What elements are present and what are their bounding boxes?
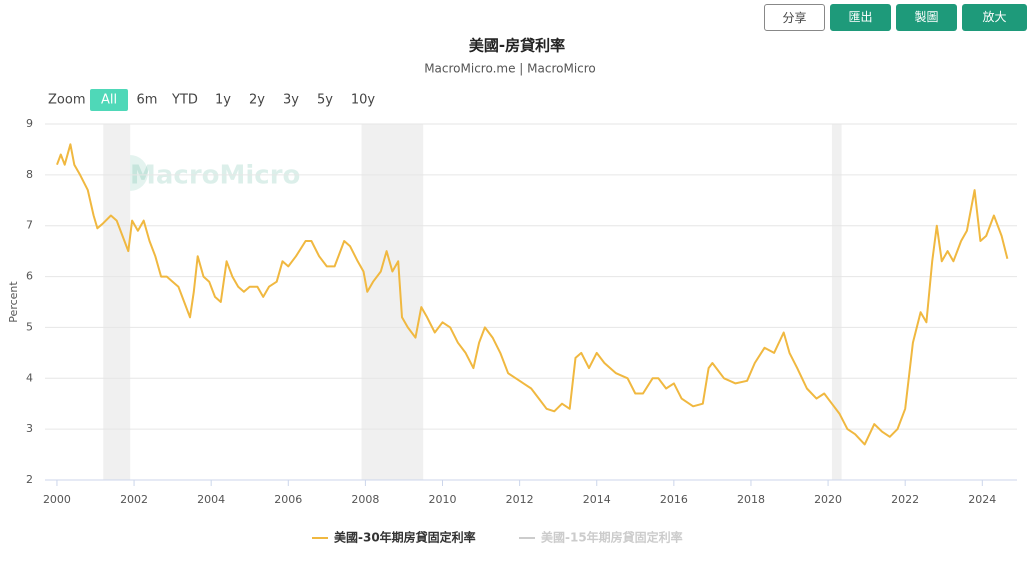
- zoom-option[interactable]: YTD: [171, 93, 198, 108]
- series-line: [56, 143, 1009, 446]
- x-tick-label: 2018: [737, 493, 765, 506]
- x-tick-label: 2006: [274, 493, 302, 506]
- share-button[interactable]: 分享: [764, 4, 825, 31]
- zoom-option[interactable]: 5y: [317, 93, 333, 108]
- export-button[interactable]: 匯出: [830, 4, 891, 31]
- y-tick-label: 4: [26, 371, 33, 384]
- zoom-active-bg: [90, 89, 128, 111]
- x-tick-label: 2022: [891, 493, 919, 506]
- zoom-button[interactable]: 放大: [962, 4, 1027, 31]
- x-tick-label: 2014: [583, 493, 611, 506]
- y-tick-label: 9: [26, 117, 33, 130]
- zoom-option[interactable]: 3y: [283, 93, 299, 108]
- x-tick-label: 2024: [968, 493, 996, 506]
- x-tick-label: 2008: [351, 493, 379, 506]
- y-tick-label: 6: [26, 270, 33, 283]
- y-axis-label: Percent: [7, 281, 20, 323]
- x-tick-label: 2020: [814, 493, 842, 506]
- legend-item[interactable]: 美國-15年期房貸固定利率: [541, 530, 683, 545]
- x-tick-label: 2010: [429, 493, 457, 506]
- y-tick-label: 5: [26, 320, 33, 333]
- x-tick-label: 2012: [506, 493, 534, 506]
- recession-band: [361, 124, 424, 480]
- zoom-option[interactable]: 1y: [215, 93, 231, 108]
- y-tick-label: 2: [26, 473, 33, 486]
- y-tick-label: 8: [26, 168, 33, 181]
- zoom-option[interactable]: 2y: [249, 93, 265, 108]
- zoom-option[interactable]: All: [101, 93, 117, 108]
- zoom-option[interactable]: 10y: [351, 93, 376, 108]
- legend-item[interactable]: 美國-30年期房貸固定利率: [334, 530, 476, 545]
- draw-button[interactable]: 製圖: [896, 4, 957, 31]
- chart-subtitle: MacroMicro.me | MacroMicro: [424, 62, 596, 76]
- x-tick-label: 2016: [660, 493, 688, 506]
- y-tick-label: 7: [26, 219, 33, 232]
- recession-band: [831, 124, 842, 480]
- zoom-option[interactable]: 6m: [137, 93, 158, 108]
- watermark: MacroMicro: [130, 161, 300, 191]
- x-tick-label: 2002: [120, 493, 148, 506]
- chart-title: 美國-房貸利率: [469, 37, 565, 55]
- y-tick-label: 3: [26, 422, 33, 435]
- x-tick-label: 2000: [43, 493, 71, 506]
- recession-band: [103, 124, 131, 480]
- zoom-label: Zoom: [48, 93, 85, 108]
- x-tick-label: 2004: [197, 493, 225, 506]
